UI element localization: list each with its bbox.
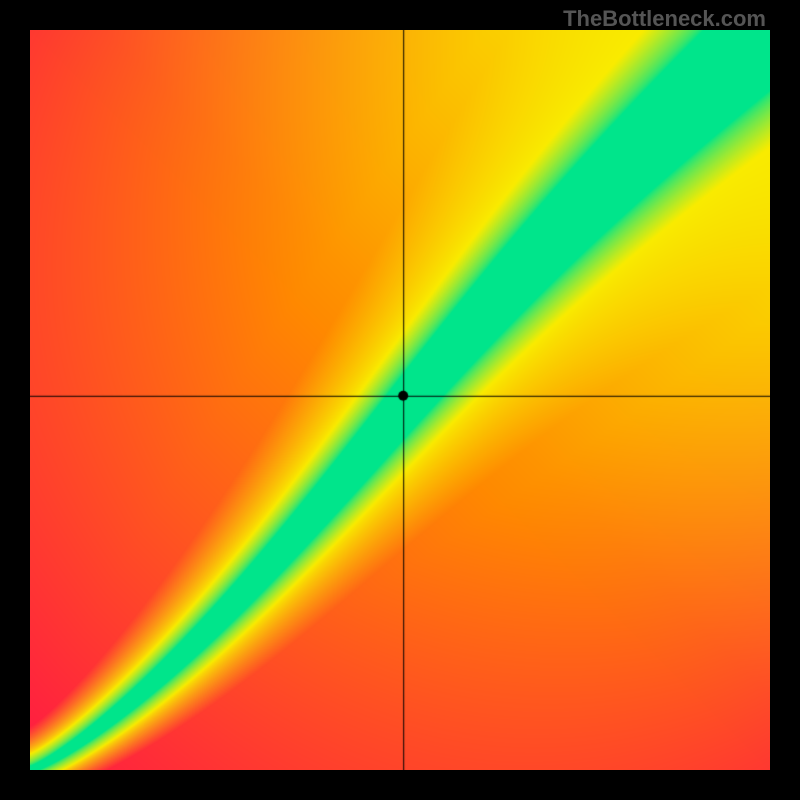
watermark-text: TheBottleneck.com — [563, 6, 766, 32]
chart-container: TheBottleneck.com — [0, 0, 800, 800]
bottleneck-heatmap — [30, 30, 770, 770]
